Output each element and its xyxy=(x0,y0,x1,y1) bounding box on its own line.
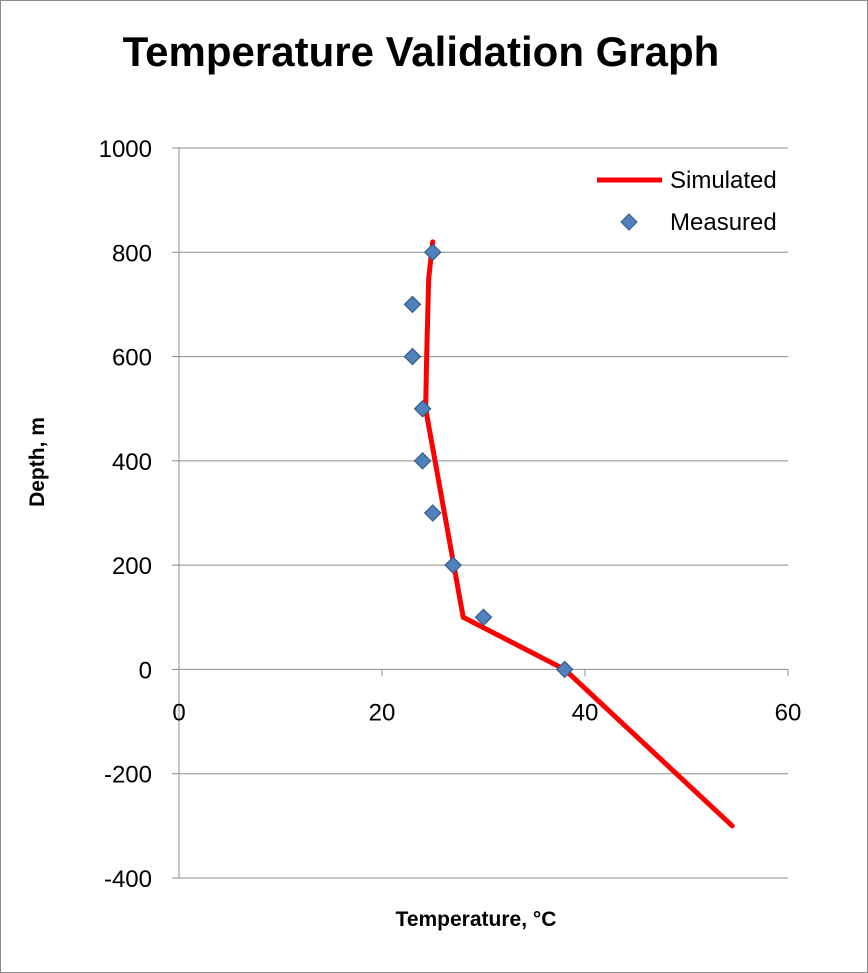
y-tick-label-4: 200 xyxy=(112,553,152,580)
y-tick-label-3: 400 xyxy=(112,449,152,476)
x-tick-label-2: 40 xyxy=(572,699,599,726)
x-tick-label-1: 20 xyxy=(369,699,396,726)
x-axis-title: Temperature, °C xyxy=(396,908,557,931)
y-tick-label-6: -200 xyxy=(104,762,152,789)
simulated-line xyxy=(423,239,735,829)
measured-point-0 xyxy=(423,243,442,262)
y-tick-label-0: 1000 xyxy=(99,136,152,163)
y-tick-labels: 1000 800 600 400 200 0 -200 -400 xyxy=(99,136,152,893)
y-tick-label-7: -400 xyxy=(104,866,152,893)
series-layer xyxy=(403,239,735,829)
measured-point-1 xyxy=(403,295,422,314)
measured-point-7 xyxy=(474,608,493,627)
x-tick-label-0: 0 xyxy=(172,699,185,726)
x-tick-label-3: 60 xyxy=(775,699,802,726)
x-tick-labels: 0 20 40 60 xyxy=(172,699,801,726)
y-tick-label-2: 600 xyxy=(112,345,152,372)
y-axis-title: Depth, m xyxy=(26,417,49,507)
measured-point-2 xyxy=(403,347,422,366)
measured-point-3 xyxy=(413,399,432,418)
axes xyxy=(172,147,789,879)
measured-point-6 xyxy=(444,556,462,574)
legend-measured-swatch xyxy=(620,213,638,231)
y-tick-label-5: 0 xyxy=(139,657,152,684)
legend-simulated-label: Simulated xyxy=(670,167,777,194)
measured-point-8 xyxy=(555,660,574,679)
grid xyxy=(179,147,788,879)
measured-point-5 xyxy=(423,504,442,522)
chart-title: Temperature Validation Graph xyxy=(123,28,720,75)
y-tick-label-1: 800 xyxy=(112,240,152,267)
measured-point-4 xyxy=(413,452,432,470)
legend-measured-label: Measured xyxy=(670,209,777,236)
legend: Simulated Measured xyxy=(597,167,777,236)
